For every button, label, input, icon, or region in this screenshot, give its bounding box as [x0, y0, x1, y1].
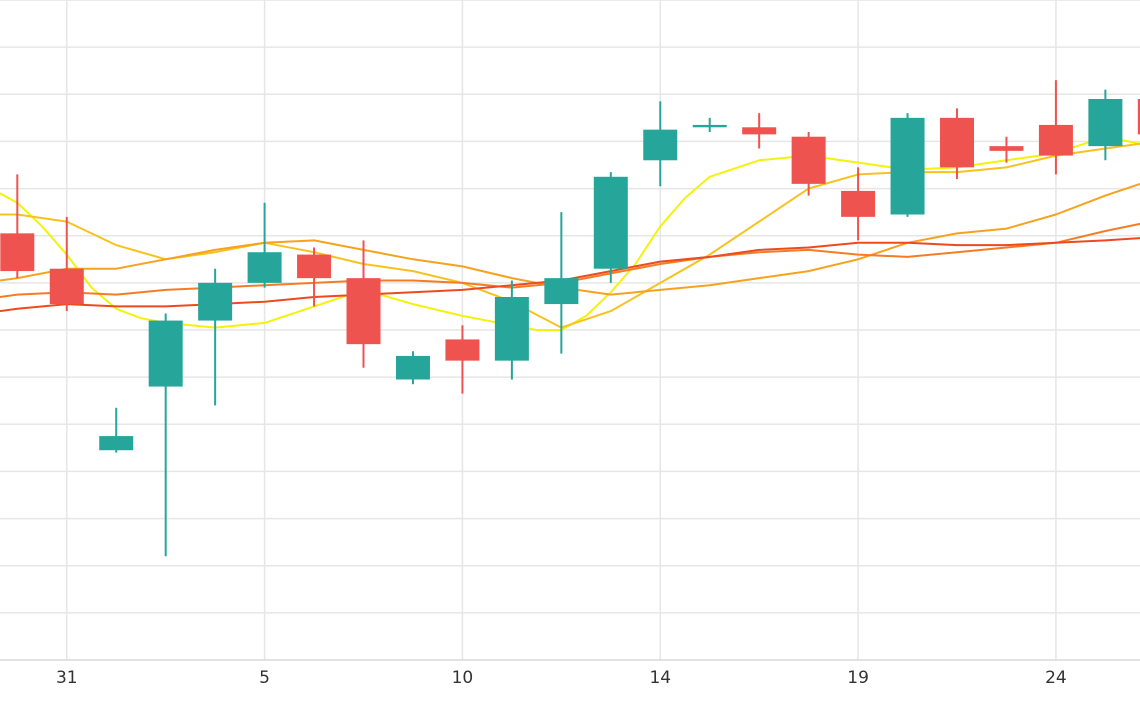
candle-body: [297, 254, 332, 279]
candle-body: [395, 355, 430, 380]
candle: [148, 313, 183, 557]
candle: [1088, 89, 1123, 161]
candle: [247, 202, 282, 288]
candle-body: [742, 127, 777, 135]
candle: [1038, 80, 1073, 175]
grid: [0, 0, 1140, 660]
candle-body: [445, 339, 480, 361]
candle-body: [494, 297, 529, 361]
candle: [494, 280, 529, 380]
candle-body: [989, 146, 1024, 151]
candle-body: [841, 190, 876, 217]
candle-body: [643, 129, 678, 161]
x-tick-label: 19: [847, 668, 869, 688]
candle: [692, 117, 727, 132]
candle-body: [940, 117, 975, 168]
candle-body: [1137, 99, 1140, 135]
x-tick-label: 24: [1045, 668, 1067, 688]
candle-body: [99, 436, 134, 451]
candle: [346, 240, 381, 368]
candle-body: [346, 278, 381, 345]
candle-body: [593, 176, 628, 269]
x-tick-label: 5: [259, 668, 270, 688]
candle-body: [791, 136, 826, 184]
candle: [1137, 99, 1140, 135]
candle-body: [0, 233, 35, 272]
candle: [742, 113, 777, 149]
candle: [940, 108, 975, 180]
candle: [445, 325, 480, 394]
candle: [544, 212, 579, 354]
candle-body: [1038, 124, 1073, 156]
candle: [890, 113, 925, 217]
candle: [198, 268, 233, 406]
candle: [791, 132, 826, 196]
x-axis-ticks: 31 5 10 14 19 24: [56, 668, 1067, 688]
candle-body: [49, 268, 84, 305]
candle: [989, 136, 1024, 163]
x-tick-label: 31: [56, 668, 78, 688]
candle-body: [198, 282, 233, 321]
candle: [49, 216, 84, 312]
candle-body: [148, 320, 183, 387]
candle-body: [1088, 99, 1123, 147]
x-tick-label: 14: [649, 668, 671, 688]
candle: [593, 172, 628, 283]
candle-body: [247, 252, 282, 283]
candle: [395, 351, 430, 385]
candle: [841, 167, 876, 241]
x-tick-label: 10: [452, 668, 474, 688]
candle-body: [692, 124, 727, 128]
candle: [99, 407, 134, 453]
candle: [643, 101, 678, 187]
candle: [297, 247, 332, 307]
candles: [0, 80, 1140, 557]
candle-body: [890, 117, 925, 215]
candle-body: [544, 278, 579, 305]
candle: [0, 174, 35, 279]
